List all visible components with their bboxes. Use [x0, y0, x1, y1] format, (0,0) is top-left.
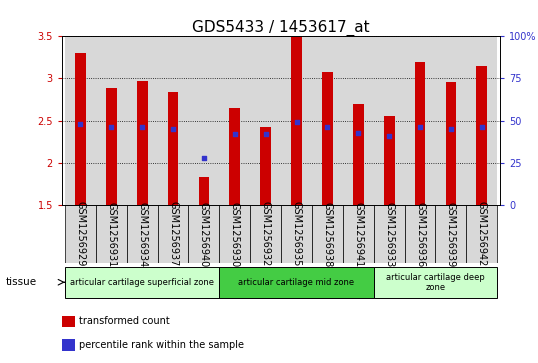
- Bar: [229, 108, 240, 205]
- Bar: [220, 267, 374, 298]
- Bar: [188, 36, 220, 205]
- Bar: [374, 36, 405, 205]
- Point: [323, 125, 332, 130]
- Bar: [281, 205, 312, 263]
- Bar: [65, 267, 220, 298]
- Point: [107, 125, 116, 130]
- Point: [76, 121, 84, 127]
- Point: [447, 126, 455, 132]
- Bar: [384, 117, 394, 205]
- Text: GSM1256939: GSM1256939: [446, 201, 456, 267]
- Text: GSM1256932: GSM1256932: [261, 201, 271, 267]
- Bar: [343, 36, 374, 205]
- Bar: [343, 205, 374, 263]
- Point: [385, 133, 393, 139]
- Text: GSM1256942: GSM1256942: [477, 201, 487, 267]
- Bar: [353, 104, 364, 205]
- Point: [138, 125, 146, 130]
- Bar: [466, 205, 497, 263]
- Point: [169, 126, 178, 132]
- Text: tissue: tissue: [5, 277, 37, 287]
- Bar: [127, 205, 158, 263]
- Bar: [435, 36, 466, 205]
- Text: GSM1256933: GSM1256933: [384, 201, 394, 267]
- Bar: [477, 66, 487, 205]
- Point: [478, 125, 486, 130]
- Bar: [445, 82, 456, 205]
- Point: [261, 131, 270, 137]
- Bar: [435, 205, 466, 263]
- Bar: [199, 177, 209, 205]
- Text: GSM1256934: GSM1256934: [137, 201, 147, 267]
- Bar: [322, 72, 333, 205]
- Bar: [65, 205, 96, 263]
- Bar: [281, 36, 312, 205]
- Point: [230, 131, 239, 137]
- Point: [416, 125, 424, 130]
- Bar: [312, 36, 343, 205]
- Bar: [374, 267, 497, 298]
- Bar: [405, 205, 435, 263]
- Bar: [75, 53, 86, 205]
- Bar: [137, 81, 147, 205]
- Bar: [220, 36, 250, 205]
- Text: GSM1256931: GSM1256931: [107, 201, 116, 267]
- Text: GSM1256938: GSM1256938: [322, 201, 332, 267]
- Bar: [96, 36, 127, 205]
- Bar: [158, 36, 188, 205]
- Text: GSM1256940: GSM1256940: [199, 201, 209, 267]
- Bar: [415, 62, 426, 205]
- Bar: [127, 36, 158, 205]
- Bar: [62, 339, 75, 351]
- Text: GSM1256941: GSM1256941: [353, 201, 363, 267]
- Text: GSM1256936: GSM1256936: [415, 201, 425, 267]
- Bar: [466, 36, 497, 205]
- Bar: [188, 205, 220, 263]
- Text: GSM1256929: GSM1256929: [75, 201, 86, 267]
- Text: percentile rank within the sample: percentile rank within the sample: [80, 340, 244, 350]
- Text: articular cartilage superficial zone: articular cartilage superficial zone: [70, 278, 214, 287]
- Bar: [405, 36, 435, 205]
- Bar: [250, 36, 281, 205]
- Text: GSM1256937: GSM1256937: [168, 201, 178, 267]
- Bar: [220, 205, 250, 263]
- Point: [354, 130, 363, 135]
- Point: [292, 119, 301, 125]
- Bar: [96, 205, 127, 263]
- Bar: [374, 205, 405, 263]
- Bar: [250, 205, 281, 263]
- Point: [200, 155, 208, 161]
- Bar: [62, 316, 75, 327]
- Title: GDS5433 / 1453617_at: GDS5433 / 1453617_at: [192, 20, 370, 36]
- Text: GSM1256935: GSM1256935: [292, 201, 301, 267]
- Text: transformed count: transformed count: [80, 317, 170, 326]
- Bar: [106, 88, 117, 205]
- Bar: [312, 205, 343, 263]
- Bar: [260, 127, 271, 205]
- Bar: [158, 205, 188, 263]
- Bar: [65, 36, 96, 205]
- Bar: [168, 92, 179, 205]
- Text: GSM1256930: GSM1256930: [230, 201, 240, 267]
- Bar: [291, 37, 302, 205]
- Text: articular cartilage mid zone: articular cartilage mid zone: [238, 278, 355, 287]
- Text: articular cartilage deep
zone: articular cartilage deep zone: [386, 273, 485, 292]
